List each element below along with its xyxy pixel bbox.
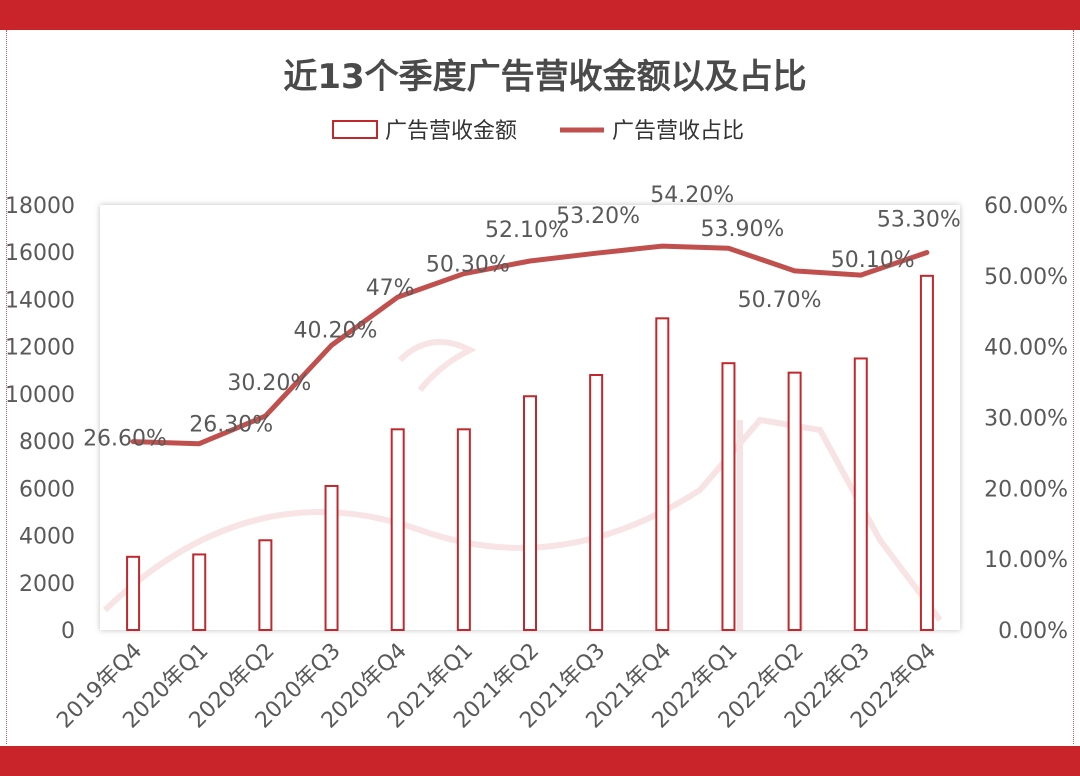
left-axis-ticks: 0 2000 4000 6000 8000 10000 12000 14000 16000 180…	[5, 194, 75, 644]
share-data-label: 40.20%	[294, 318, 378, 343]
top-banner	[0, 0, 1080, 30]
share-data-label: 30.20%	[227, 371, 311, 396]
left-tick-label: 10000	[5, 383, 75, 408]
share-data-label: 50.30%	[426, 253, 510, 278]
share-data-label: 47%	[366, 276, 415, 301]
amount-bar	[853, 357, 868, 631]
chart-frame	[6, 30, 1074, 744]
share-line	[130, 243, 930, 447]
left-tick-label: 0	[61, 619, 75, 644]
right-axis-ticks: 0.00% 10.00% 20.00% 30.00% 40.00% 50.00% 60.00…	[984, 194, 1068, 644]
share-data-label: 52.10%	[485, 218, 569, 243]
legend-swatch-bar	[332, 120, 378, 139]
share-data-label: 26.30%	[189, 413, 273, 438]
share-data-label: 53.20%	[556, 204, 640, 229]
right-tick-label: 50.00%	[984, 265, 1068, 290]
left-tick-label: 12000	[5, 336, 75, 361]
left-tick-label: 4000	[19, 525, 75, 550]
bottom-banner	[0, 746, 1080, 776]
left-tick-label: 6000	[19, 477, 75, 502]
amount-bar	[258, 539, 273, 631]
right-tick-label: 20.00%	[984, 477, 1068, 502]
right-tick-label: 10.00%	[984, 548, 1068, 573]
x-axis-ticks: 2019年Q42020年Q12020年Q22020年Q32020年Q42021年…	[52, 639, 941, 734]
left-tick-label: 18000	[5, 194, 75, 219]
amount-bar	[192, 553, 207, 632]
amount-bar	[655, 317, 670, 631]
amount-bar	[126, 555, 141, 631]
amount-bar	[787, 371, 802, 631]
left-tick-label: 8000	[19, 430, 75, 455]
share-data-label: 53.30%	[877, 207, 961, 232]
left-tick-label: 14000	[5, 288, 75, 313]
right-tick-label: 30.00%	[984, 407, 1068, 432]
left-tick-label: 16000	[5, 241, 75, 266]
share-data-labels: 26.60%26.30%30.20%40.20%47%50.30%52.10%5…	[83, 183, 961, 452]
amount-bar	[589, 374, 604, 631]
amount-bar	[390, 428, 405, 631]
left-tick-label: 2000	[19, 572, 75, 597]
amount-bars	[126, 274, 934, 632]
right-tick-label: 60.00%	[984, 194, 1068, 219]
amount-bar	[324, 484, 339, 631]
share-data-label: 50.70%	[738, 288, 822, 313]
share-series-line	[130, 243, 930, 447]
share-data-label: 50.10%	[831, 248, 915, 273]
share-data-label: 53.90%	[700, 217, 784, 242]
amount-bar	[919, 274, 934, 631]
amount-bar	[456, 428, 471, 631]
right-tick-label: 40.00%	[984, 336, 1068, 361]
amount-bar	[721, 362, 736, 631]
chart-title: 近13个季度广告营收金额以及占比	[283, 57, 806, 97]
legend-label-amount: 广告营收金额	[385, 119, 517, 144]
share-data-label: 54.20%	[650, 183, 734, 208]
share-data-label: 26.60%	[83, 427, 167, 452]
amount-bar	[523, 395, 537, 631]
legend-label-share: 广告营收占比	[612, 119, 744, 144]
legend: 广告营收金额 广告营收占比	[332, 119, 744, 144]
right-tick-label: 0.00%	[998, 619, 1068, 644]
